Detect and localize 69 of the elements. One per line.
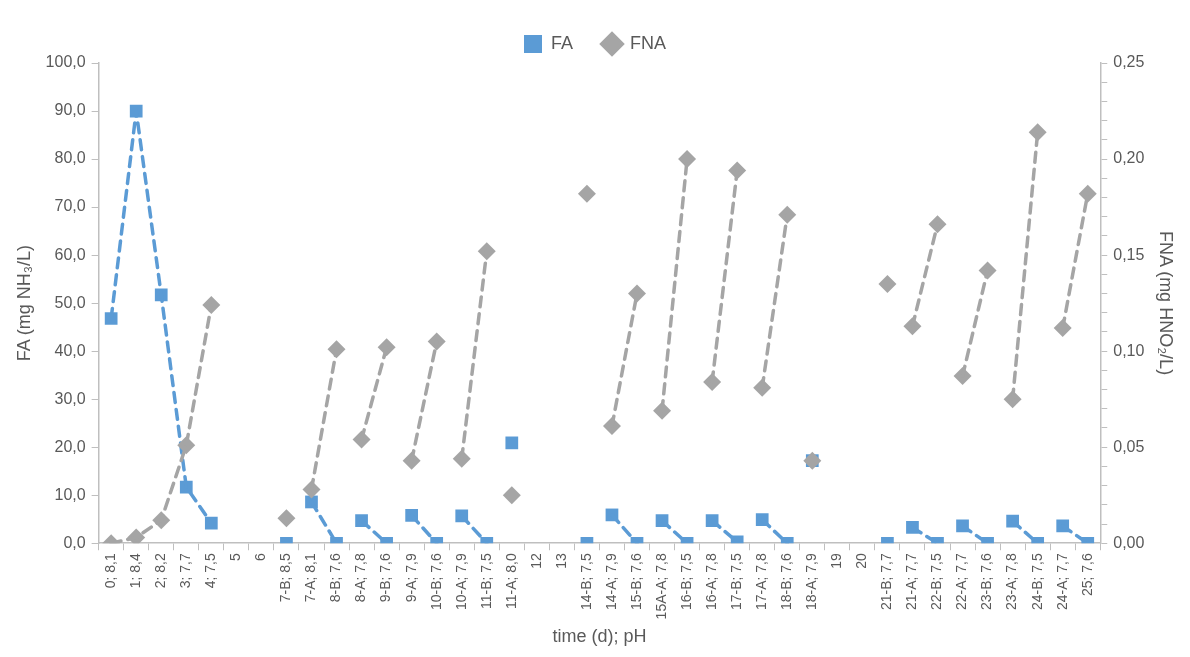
x-tick-label: 23-B; 7,6 xyxy=(978,553,995,611)
y-tick-label: 20,0 xyxy=(54,437,86,455)
x-tick-label: 21-A; 7,7 xyxy=(903,553,920,611)
y-tick-label: 80,0 xyxy=(54,149,86,167)
point xyxy=(628,284,647,303)
y2-tick-label: 0,05 xyxy=(1113,437,1145,455)
x-tick-label: 7-A; 8,1 xyxy=(302,553,319,603)
x-tick-label: 2; 8,2 xyxy=(152,553,169,589)
y-tick-label: 40,0 xyxy=(54,341,86,359)
x-tick-label: 8-A; 7,8 xyxy=(352,553,369,603)
x-tick-label: 15-B; 7,6 xyxy=(627,553,644,611)
y-tick-label: 100,0 xyxy=(45,53,86,71)
x-tick-label: 10-B; 7,6 xyxy=(427,553,444,611)
x-tick-label: 22-A; 7,7 xyxy=(953,553,970,611)
x-tick-label: 17-A; 7,8 xyxy=(753,553,770,611)
y-tick-label: 10,0 xyxy=(54,485,86,503)
x-axis-title: time (d); pH xyxy=(552,626,647,647)
x-tick-label: 7-B; 8,5 xyxy=(277,553,294,603)
x-tick-label: 6 xyxy=(252,553,269,562)
x-tick-label: 9-A; 7,9 xyxy=(402,553,419,603)
x-tick-label: 11-B; 7,5 xyxy=(477,553,494,610)
x-tick-label: 14-B; 7,5 xyxy=(577,553,594,611)
x-tick-label: 24-B; 7,5 xyxy=(1028,553,1045,611)
y-tick-label: 50,0 xyxy=(54,293,86,311)
x-tick-label: 21-B; 7,7 xyxy=(878,553,895,611)
x-tick-label: 10-A; 7,9 xyxy=(452,553,469,611)
point xyxy=(678,150,697,169)
x-tick-label: 14-A; 7,9 xyxy=(602,553,619,611)
x-tick-label: 5 xyxy=(227,553,244,562)
point xyxy=(878,274,897,293)
y2-tick-label: 0,00 xyxy=(1113,533,1145,551)
point xyxy=(502,486,521,505)
y-tick-label: 30,0 xyxy=(54,389,86,407)
y2-tick-label: 0,25 xyxy=(1113,53,1145,71)
legend-label: FNA xyxy=(630,32,666,53)
y-tick-label: 0,0 xyxy=(63,533,86,551)
x-tick-label: 16-A; 7,8 xyxy=(702,553,719,611)
x-tick-label: 9-B; 7,6 xyxy=(377,553,394,603)
y2-tick-label: 0,20 xyxy=(1113,149,1145,167)
x-tick-label: 13 xyxy=(552,553,569,569)
x-tick-label: 24-A; 7,7 xyxy=(1053,553,1070,611)
x-tick-label: 19 xyxy=(828,553,845,569)
x-tick-label: 11-A; 8,0 xyxy=(502,553,519,610)
legend-label: FA xyxy=(551,32,574,53)
y-axis-title: FA (mg NH₃/L) xyxy=(13,244,34,362)
y2-tick-label: 0,10 xyxy=(1113,341,1145,359)
y2-axis-title: FNA (mg HNO₂/L) xyxy=(1156,231,1177,376)
x-tick-label: 18-B; 7,6 xyxy=(778,553,795,611)
x-tick-label: 0; 8,1 xyxy=(102,553,119,589)
y-tick-label: 70,0 xyxy=(54,197,86,215)
x-tick-label: 17-B; 7,5 xyxy=(728,553,745,611)
x-tick-label: 12 xyxy=(527,553,544,569)
x-tick-label: 23-A; 7,8 xyxy=(1003,553,1020,611)
y2-tick-label: 0,15 xyxy=(1113,245,1145,263)
x-tick-label: 25; 7,6 xyxy=(1078,553,1095,597)
x-tick-label: 1; 8,4 xyxy=(127,553,144,589)
point xyxy=(277,509,296,528)
x-tick-label: 18-A; 7,9 xyxy=(803,553,820,611)
x-tick-label: 4; 7,5 xyxy=(202,553,219,589)
y-tick-label: 90,0 xyxy=(54,101,86,119)
x-tick-label: 3; 7,7 xyxy=(177,553,194,589)
y-tick-label: 60,0 xyxy=(54,245,86,263)
x-tick-label: 16-B; 7,5 xyxy=(677,553,694,611)
x-tick-label: 8-B; 7,6 xyxy=(327,553,344,603)
x-tick-label: 20 xyxy=(853,553,870,569)
point xyxy=(1078,184,1097,203)
point xyxy=(577,184,596,203)
x-tick-label: 15A-A; 7,8 xyxy=(652,553,669,620)
x-tick-label: 22-B; 7,5 xyxy=(928,553,945,611)
